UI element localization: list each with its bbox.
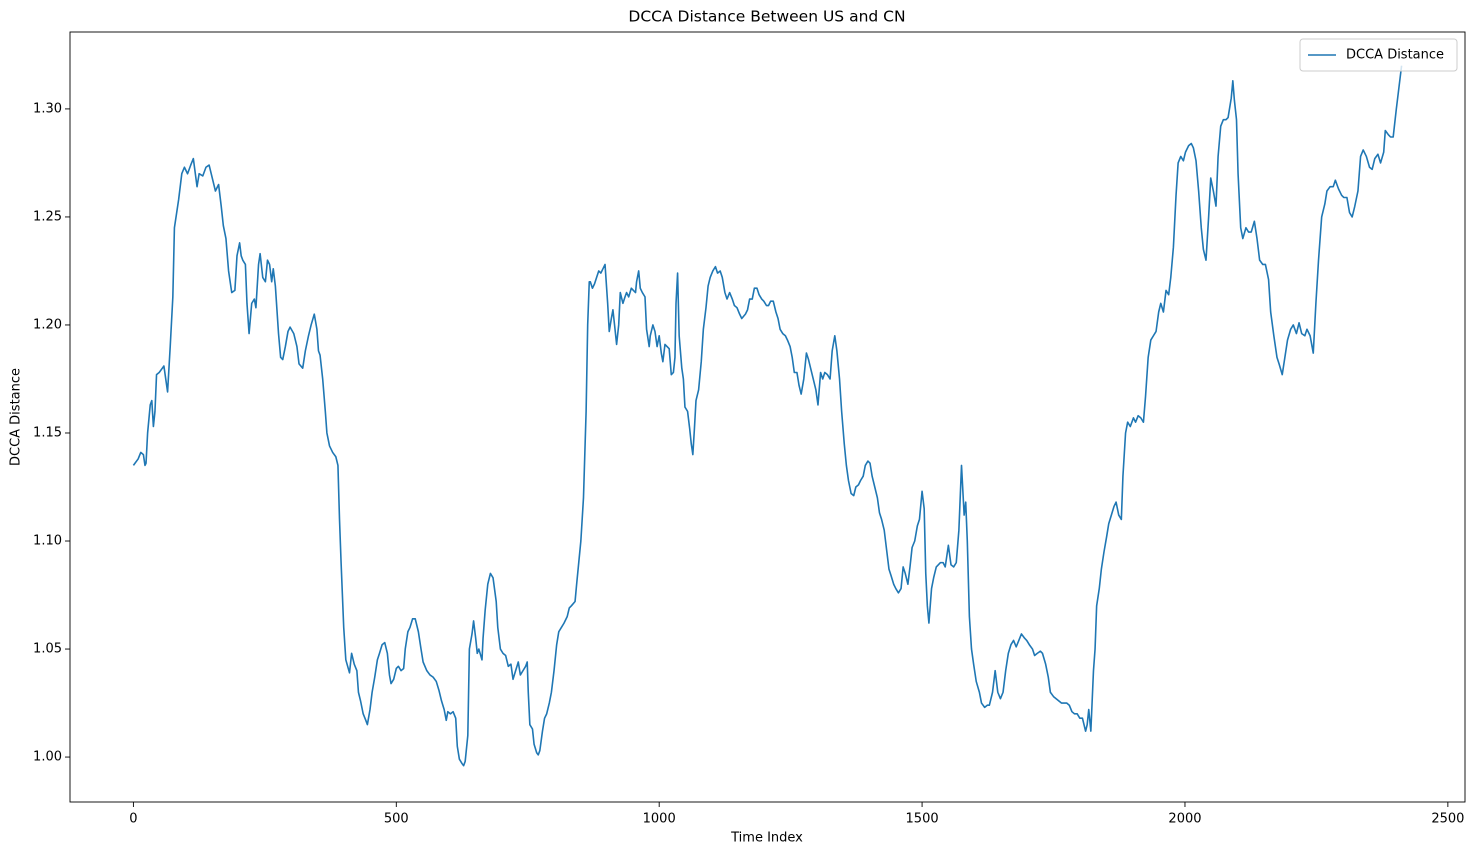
y-tick-label: 1.10 — [33, 534, 62, 549]
x-tick-label: 2000 — [1168, 812, 1201, 827]
y-tick-label: 1.20 — [33, 317, 62, 332]
y-tick-label: 1.30 — [33, 101, 62, 116]
legend-label: DCCA Distance — [1346, 48, 1444, 63]
plot-frame — [69, 31, 1466, 803]
y-axis-label: DCCA Distance — [9, 368, 24, 466]
y-tick-label: 1.00 — [33, 750, 62, 765]
chart-title: DCCA Distance Between US and CN — [628, 8, 905, 26]
x-tick-label: 2500 — [1431, 812, 1464, 827]
x-tick-label: 0 — [129, 812, 137, 827]
x-tick-label: 1000 — [643, 812, 676, 827]
x-tick-label: 500 — [384, 812, 409, 827]
data-line — [132, 65, 1403, 767]
y-tick-label: 1.15 — [33, 425, 62, 440]
x-axis-label: Time Index — [730, 831, 803, 846]
legend-box — [1299, 38, 1458, 72]
legend: DCCA Distance — [1299, 38, 1458, 72]
x-tick-label: 1500 — [906, 812, 939, 827]
y-tick-label: 1.05 — [33, 642, 62, 657]
y-tick-label: 1.25 — [33, 209, 62, 224]
